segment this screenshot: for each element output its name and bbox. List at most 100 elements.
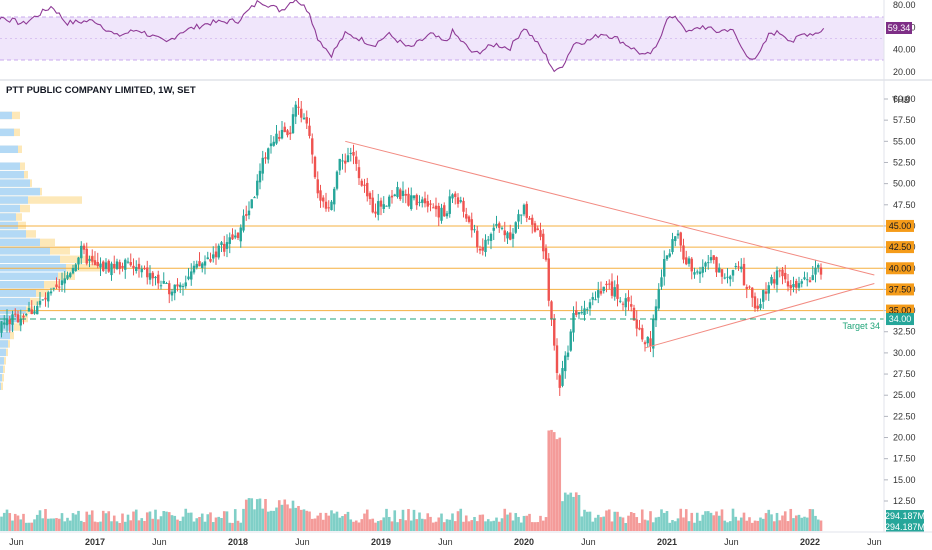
volume-bar [453, 521, 457, 531]
volume-bar [660, 509, 663, 531]
volume-bar [132, 511, 135, 531]
candle-body [478, 248, 482, 251]
price-pane[interactable]: Target 34 PTT PUBLIC COMPANY LIMITED, 1W… [0, 85, 910, 531]
candle-body [536, 228, 539, 231]
volume-bar [294, 507, 298, 531]
volume-bar [302, 509, 306, 531]
volume-bar [239, 522, 243, 531]
volume-bars [0, 429, 823, 531]
volume-profile-buy [0, 162, 20, 170]
volume-bar [701, 514, 705, 531]
candle-body [608, 283, 611, 285]
candle-body [93, 260, 97, 266]
volume-bar [715, 511, 718, 531]
candle-body [280, 129, 284, 139]
volume-bar [217, 516, 221, 531]
volume-profile-buy [0, 357, 4, 365]
volume-bar [761, 518, 765, 531]
volume-bar [123, 521, 127, 531]
candle-body [789, 285, 792, 289]
time-tick-label: 2019 [371, 537, 391, 547]
candle-body [517, 214, 520, 222]
volume-bar [440, 513, 443, 531]
candle-body [154, 276, 157, 279]
trendline[interactable] [645, 283, 875, 349]
rsi-value-label: 59.34 [888, 23, 911, 33]
candle-body [159, 285, 163, 287]
candle-body [731, 270, 735, 276]
candle-body [352, 151, 355, 156]
volume-bar [569, 492, 573, 531]
volume-bar [101, 510, 105, 531]
candle-body [407, 193, 410, 206]
candle-body [487, 239, 490, 241]
candle-body [643, 342, 647, 345]
candle-body [638, 327, 641, 330]
volume-bar [481, 514, 485, 531]
volume-bar [35, 514, 39, 531]
volume-bar [610, 521, 614, 531]
candle-body [214, 251, 218, 258]
candle-body [412, 195, 416, 199]
candle-body [564, 355, 567, 372]
volume-profile-buy [0, 196, 28, 204]
volume-profile-buy [0, 348, 6, 357]
volume-bar [561, 501, 564, 531]
candle-body [800, 281, 803, 284]
volume-bar [599, 517, 603, 531]
volume-bar [11, 520, 14, 531]
candle-body [770, 277, 773, 284]
candle-body [311, 138, 314, 155]
candle-body [96, 261, 99, 267]
candle-body [192, 265, 196, 273]
candle-body [657, 289, 660, 309]
candle-body [33, 311, 36, 314]
price-tick-label: 20.00 [893, 433, 916, 443]
volume-bar [475, 521, 479, 531]
volume-bar [558, 437, 562, 531]
candle-body [157, 274, 160, 284]
volume-bar [737, 520, 740, 531]
candle-body [107, 260, 110, 272]
volume-bar [291, 500, 295, 531]
volume-bar [385, 508, 388, 531]
volume-bar [143, 520, 146, 531]
candle-body [797, 283, 801, 288]
candle-body [575, 310, 578, 315]
volume-bar [165, 511, 168, 531]
candle-body [723, 277, 726, 279]
volume-bar [814, 515, 817, 531]
candle-body [729, 276, 732, 280]
volume-bar [649, 511, 652, 531]
candle-body [674, 236, 677, 242]
candle-body [201, 263, 204, 268]
price-tick-label: 55.00 [893, 136, 916, 146]
volume-bar [264, 498, 267, 531]
volume-bar [533, 522, 537, 531]
candle-body [187, 276, 190, 280]
volume-bar [616, 511, 619, 531]
level-tag-label: 45.00 [889, 221, 912, 231]
volume-bar [478, 514, 482, 531]
volume-bar [566, 494, 570, 531]
candle-body [151, 272, 154, 279]
candle-body [489, 233, 493, 241]
volume-bar [159, 516, 163, 531]
candle-body [322, 197, 325, 202]
candle-body [806, 279, 809, 281]
volume-bar [107, 511, 111, 531]
volume-bar [52, 518, 56, 531]
volume-bar [88, 514, 91, 531]
candle-body [245, 214, 248, 216]
candle-body [566, 352, 570, 357]
candle-body [544, 248, 548, 260]
volume-label-1: 294.187M [885, 511, 925, 521]
volume-bar [96, 522, 100, 531]
volume-bar [753, 520, 757, 531]
candle-body [206, 257, 209, 260]
trendline[interactable] [345, 140, 875, 276]
volume-bar [668, 522, 672, 531]
volume-bar [418, 512, 421, 531]
